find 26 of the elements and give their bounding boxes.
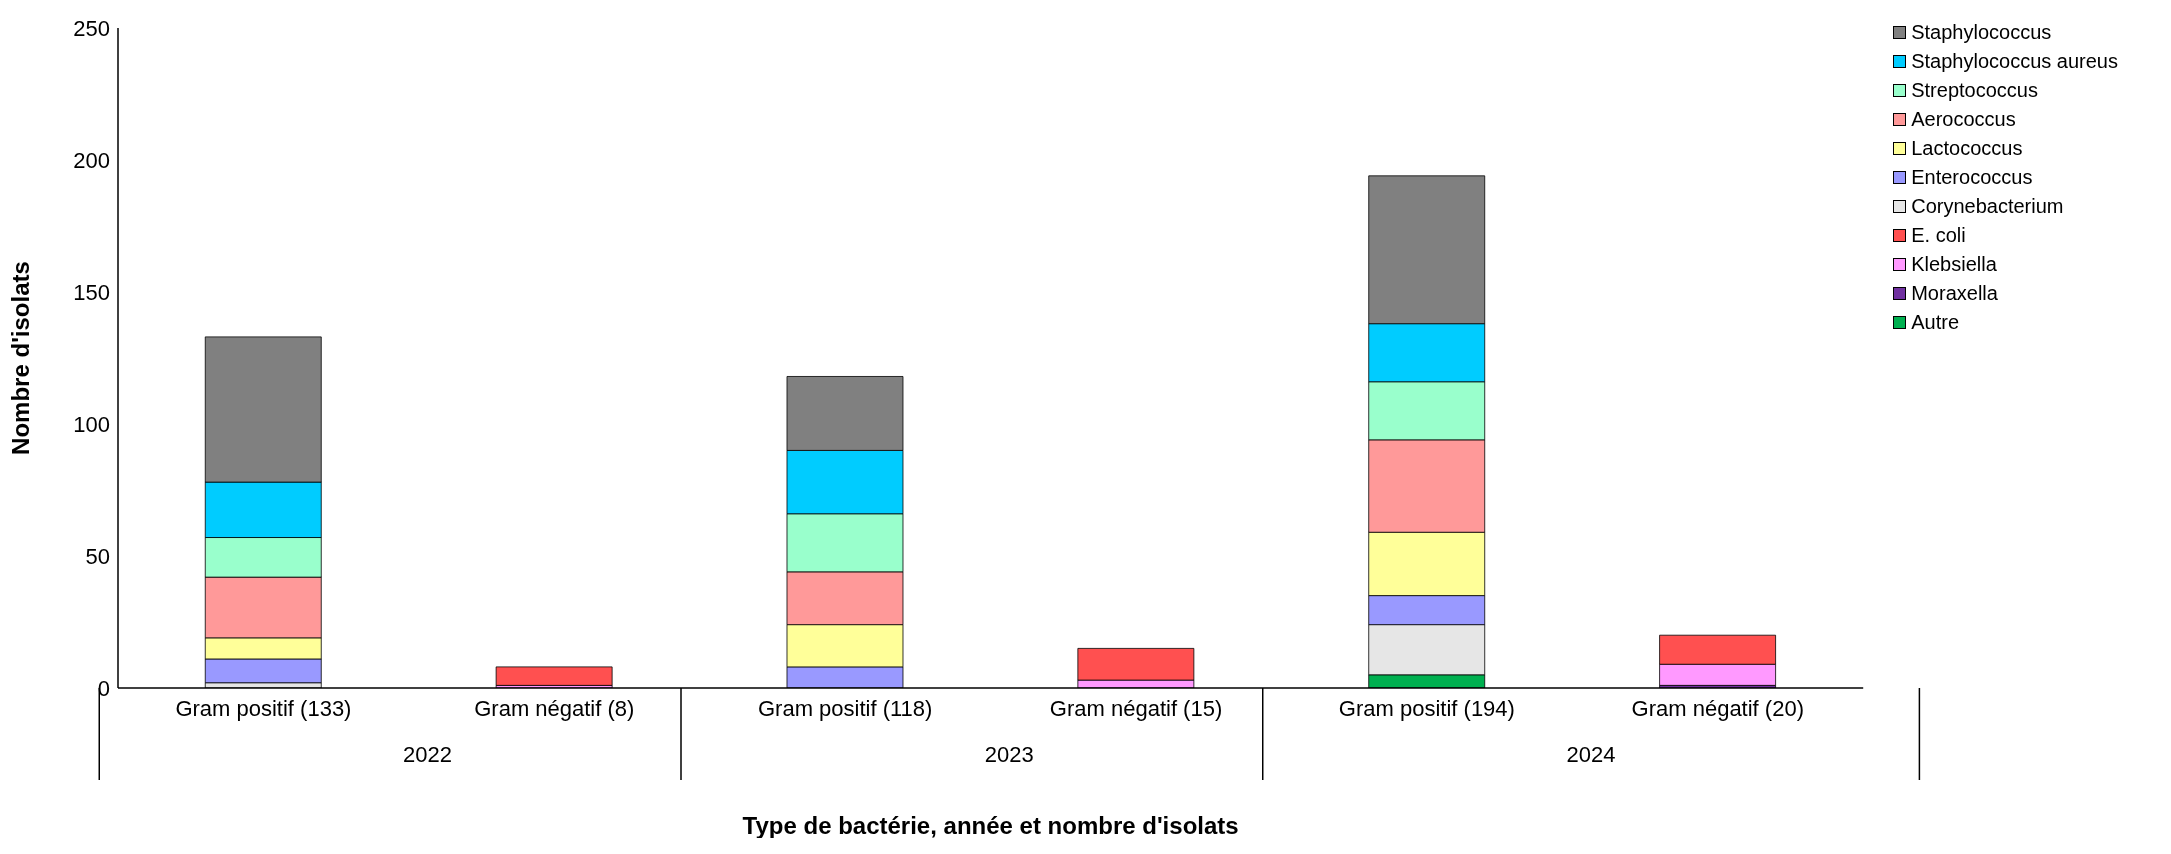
x-tick-label: Gram négatif (20): [1631, 696, 1804, 721]
legend-label: Corynebacterium: [1911, 194, 2064, 219]
x-tick-label: Gram négatif (8): [474, 696, 635, 721]
legend-label: Streptococcus: [1911, 78, 2038, 103]
legend-label: Aerococcus: [1911, 107, 2016, 132]
x-tick-label: Gram positif (118): [757, 696, 933, 721]
y-tick-label: 100: [73, 411, 110, 437]
y-tick-label: 200: [73, 147, 110, 173]
legend-label: Moraxella: [1911, 281, 1998, 306]
y-tick-label: 50: [85, 543, 110, 569]
legend-label: E. coli: [1911, 223, 1966, 248]
y-tick-label: 150: [73, 279, 110, 305]
y-axis-title: Nombre d'isolats: [6, 261, 34, 455]
text: 2024: [1566, 742, 1616, 767]
legend-label: Autre: [1911, 310, 1960, 335]
legend-label: Enterococcus: [1911, 165, 2033, 190]
legend-label: Staphylococcus: [1911, 20, 2052, 45]
text: 2022: [403, 742, 453, 767]
legend-label: Staphylococcus aureus: [1911, 49, 2118, 74]
x-tick-label: Gram positif (194): [1338, 696, 1515, 721]
x-tick-label: Gram négatif (15): [1049, 696, 1223, 721]
legend-label: Lactococcus: [1911, 136, 2023, 161]
x-tick-label: Gram positif (133): [175, 696, 352, 721]
legend-label: Klebsiella: [1911, 252, 1997, 277]
text: 2023: [984, 742, 1034, 767]
y-tick-label: 250: [73, 15, 110, 41]
